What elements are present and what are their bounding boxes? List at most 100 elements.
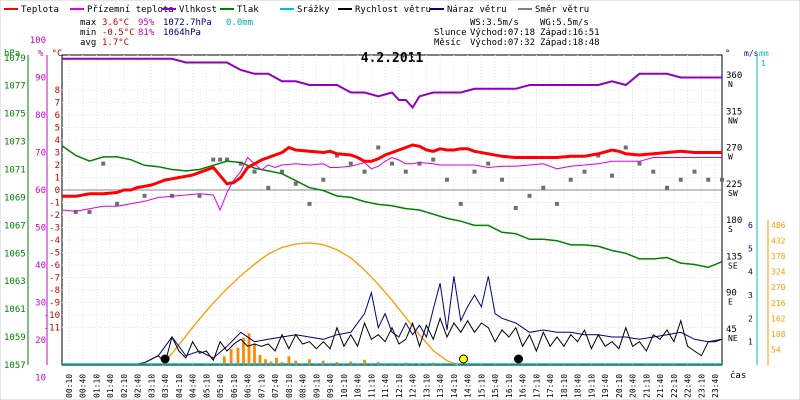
dir-point [541, 185, 546, 190]
x-tick: 21:10 [642, 374, 651, 398]
axis-degc-tick: 3 [55, 149, 60, 159]
solar-bar [236, 347, 240, 365]
x-tick: 11:10 [367, 374, 376, 398]
axis-dir-tick: S [728, 225, 733, 234]
axis-dir-tick: NE [728, 334, 738, 343]
axis-ms-tick: 3 [748, 291, 753, 300]
x-tick: 10:40 [354, 374, 363, 398]
stats-hum: 95% [138, 18, 155, 28]
dir-point [472, 169, 477, 174]
axis-pct-tick: 90 [35, 74, 46, 84]
axis-pct-tick: 100 [30, 36, 46, 46]
axis-degc-tick: -3 [49, 224, 60, 234]
solar-bar [264, 359, 267, 365]
axis-solar-tick: 108 [771, 330, 786, 339]
series-solar [161, 242, 459, 366]
dir-point [458, 201, 463, 206]
legend-label-feels: Přízemní teplota [87, 5, 174, 15]
series-temp [62, 143, 722, 198]
stats-moon-rise: Východ:07:32 [470, 38, 535, 48]
axis-degc-tick: 4 [55, 136, 60, 146]
x-tick: 10:10 [340, 374, 349, 398]
axis-dir-tick: W [728, 153, 733, 162]
axis-degc-tick: -10 [44, 311, 60, 321]
axis-hpa-tick: 1071 [4, 166, 26, 176]
dir-point [582, 169, 587, 174]
x-tick: 16:10 [505, 374, 514, 398]
axis-deg-tick: 45 [726, 325, 737, 335]
stats-wg: WG:5.5m/s [540, 18, 589, 28]
x-tick: 20:40 [629, 374, 638, 398]
axis-pct-tick: 50 [35, 224, 46, 234]
x-tick: 17:10 [532, 374, 541, 398]
x-tick: 13:40 [436, 374, 445, 398]
legend-label-hum: Vlhkost [179, 5, 217, 15]
left-axes: hPa1079107710751073107110691067106510631… [4, 36, 62, 384]
axis-hpa-tick: 1079 [4, 54, 26, 64]
axis-degc-tick: 7 [55, 99, 60, 109]
x-axis-label: čas [730, 370, 746, 381]
dir-point [73, 209, 78, 214]
marker-sunrise [160, 354, 170, 364]
axis-degc-tick: -5 [49, 249, 60, 259]
x-tick: 04:10 [175, 374, 184, 398]
legend-label-wind: Rychlost větru [355, 5, 431, 15]
x-tick: 09:40 [326, 374, 335, 398]
dir-point [486, 161, 491, 166]
x-tick: 00:10 [65, 374, 74, 398]
x-tick: 23:40 [711, 374, 720, 398]
axis-degc-tick: 0 [55, 186, 60, 196]
x-tick: 02:10 [120, 374, 129, 398]
dir-point [252, 169, 257, 174]
axis-degc-tick: -2 [49, 211, 60, 221]
x-tick: 19:40 [601, 374, 610, 398]
solar-bar [308, 359, 311, 365]
dir-point [218, 157, 223, 162]
axis-hpa-tick: 1063 [4, 277, 26, 287]
dir-point [445, 177, 449, 182]
x-tick: 02:40 [134, 374, 143, 398]
axis-hpa-label: hPa [4, 49, 20, 59]
x-tick: 14:10 [450, 374, 459, 398]
axis-ms-label: m/s [744, 49, 759, 58]
series-feels [61, 156, 722, 212]
x-tick: 14:40 [464, 374, 473, 398]
stats-row-label: avg [80, 38, 96, 48]
x-tick: 05:10 [202, 374, 211, 398]
dir-point [307, 201, 312, 206]
dir-point [211, 157, 216, 162]
axis-ms-tick: 5 [748, 244, 753, 253]
solar-bar [253, 343, 256, 365]
axis-hpa-tick: 1057 [4, 361, 26, 371]
series-hum [62, 57, 722, 110]
dir-point [115, 201, 119, 206]
axis-solar-tick: 324 [771, 268, 786, 277]
legend-label-press: Tlak [237, 5, 259, 15]
solar-bar [242, 337, 245, 365]
legend: Teplota Přízemní teplota Vlhkost Tlak Srážky… [4, 5, 589, 15]
solar-bar [247, 333, 251, 365]
stats-ws: WS:3.5m/s [470, 18, 519, 28]
axis-deg-tick: 270 [726, 144, 742, 154]
axis-solar-tick: 270 [771, 283, 786, 292]
dir-point [87, 209, 92, 214]
axis-degc-label: °C [52, 49, 63, 59]
stats-panel: max 3.6°C 95% 1072.7hPa 0.0mm min -0.5°C 81% 106… [80, 18, 600, 48]
x-tick: 22:10 [670, 374, 679, 398]
x-tick: 17:40 [546, 374, 555, 398]
axis-degc-tick: -7 [49, 274, 60, 284]
stats-sun-set: Západ:16:51 [540, 28, 600, 38]
axis-hpa-tick: 1069 [4, 193, 26, 203]
axis-hpa-tick: 1059 [4, 333, 26, 343]
axis-degc-tick: -9 [49, 299, 60, 309]
stats-temp: 1.7°C [102, 38, 129, 48]
dir-point [390, 161, 394, 166]
x-tick: 21:40 [656, 374, 665, 398]
dir-point [637, 161, 642, 166]
axis-hpa-tick: 1061 [4, 305, 26, 315]
x-tick: 07:40 [271, 374, 280, 398]
dir-point [720, 177, 724, 182]
dir-point [596, 153, 601, 158]
axis-hpa-tick: 1075 [4, 110, 26, 120]
